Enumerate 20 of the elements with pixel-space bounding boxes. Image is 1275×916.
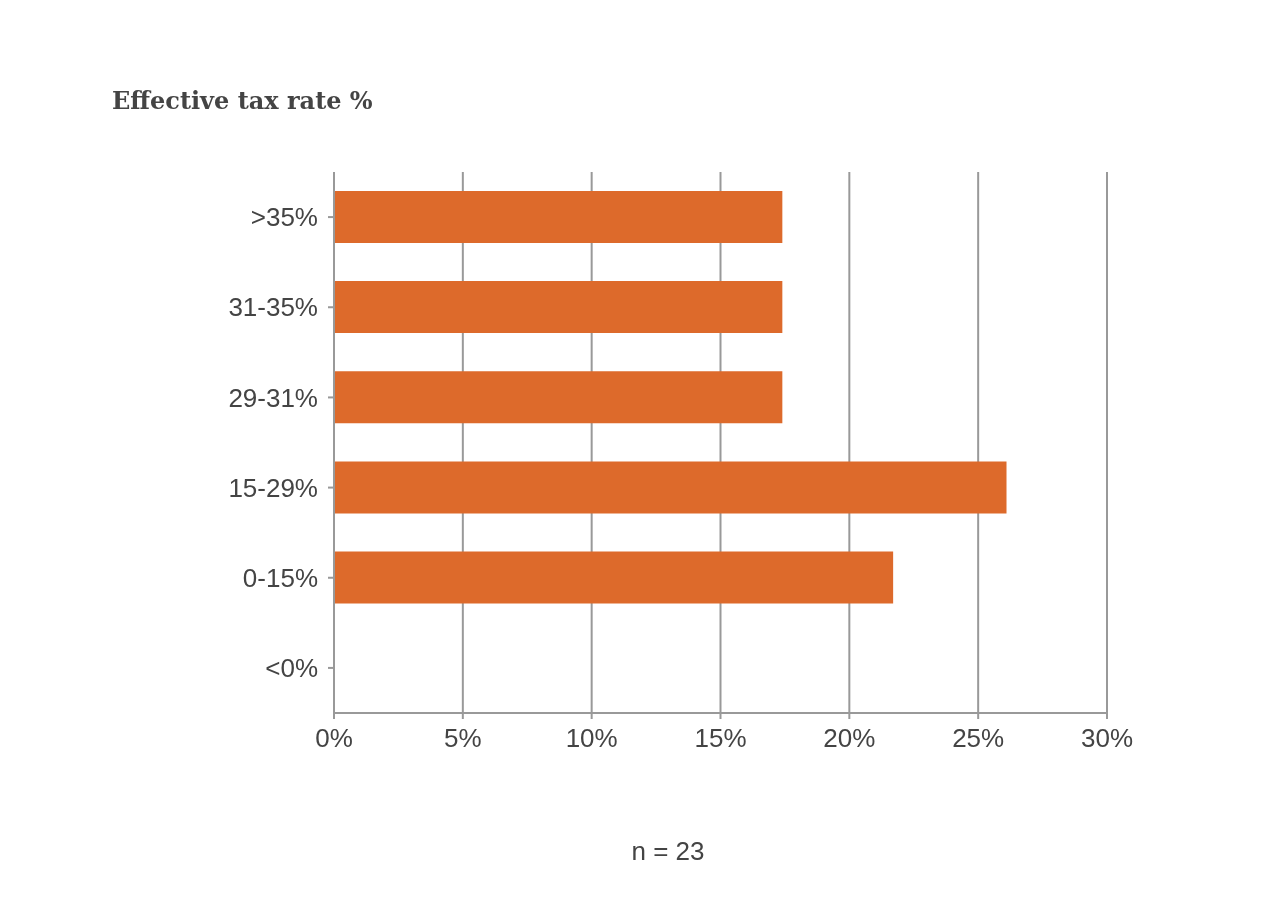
- chart-title: Effective tax rate %: [112, 86, 373, 115]
- bar: [334, 461, 1007, 514]
- x-tick-label: 5%: [444, 723, 482, 754]
- text: n = 23: [630, 836, 706, 867]
- y-tick-label: 15-29%: [228, 472, 318, 503]
- x-tick-label: 25%: [952, 723, 1005, 754]
- y-tick-label: 31-35%: [228, 292, 318, 323]
- bar: [334, 281, 783, 334]
- x-tick-label: 10%: [565, 723, 618, 754]
- y-tick-label: <0%: [265, 653, 318, 684]
- bar: [334, 551, 894, 604]
- bar: [334, 190, 783, 243]
- y-tick-label: 0-15%: [242, 562, 318, 593]
- x-tick-label: 20%: [823, 723, 876, 754]
- x-tick-label: 30%: [1080, 723, 1134, 754]
- x-tick-label: 15%: [694, 723, 747, 754]
- x-tick-label: 0%: [315, 723, 353, 754]
- y-tick-label: 29-31%: [228, 382, 318, 413]
- y-tick-label: >35%: [250, 202, 318, 233]
- bar: [334, 371, 783, 424]
